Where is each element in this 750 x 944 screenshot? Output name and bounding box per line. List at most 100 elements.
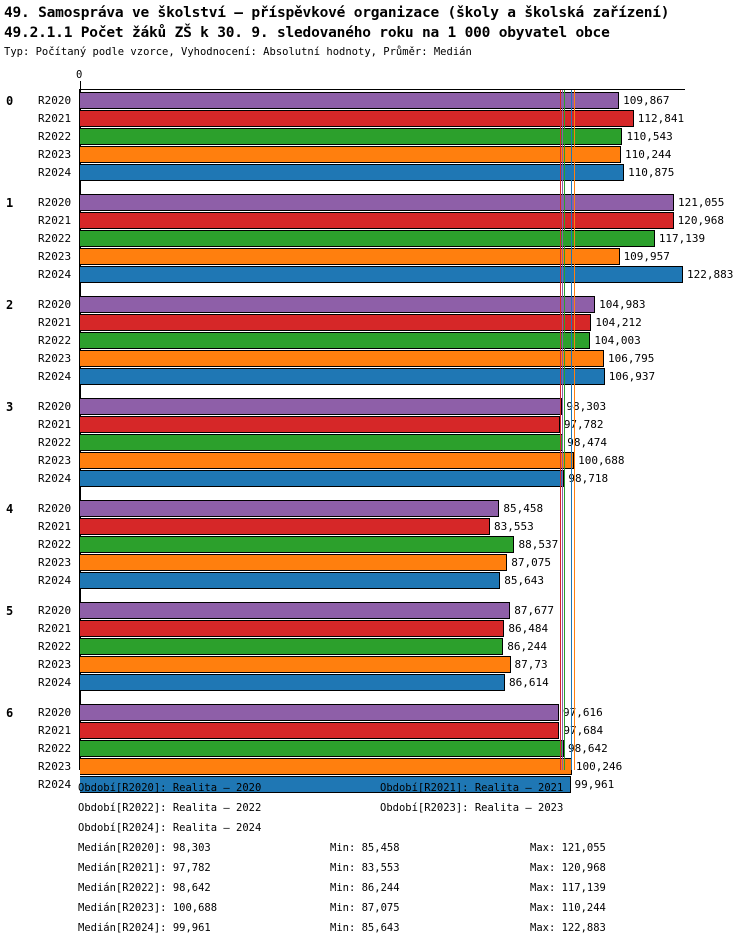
bar-r2024[interactable] bbox=[80, 266, 683, 283]
bar-value-label: 100,246 bbox=[575, 760, 623, 773]
legend-stat-row: Medián[R2020]: 98,303 Min: 85,458 Max: 121… bbox=[0, 838, 750, 858]
bar-row[interactable]: R2020 109,867 bbox=[0, 92, 750, 109]
bar-row-label: R2021 bbox=[38, 724, 72, 737]
bar-r2022[interactable] bbox=[80, 638, 504, 655]
legend-stat-min: Min: 86,244 bbox=[330, 882, 400, 894]
bar-row[interactable]: R2021 83,553 bbox=[0, 518, 750, 535]
bar-r2020[interactable] bbox=[80, 602, 511, 619]
bar-row[interactable]: R2023 106,795 bbox=[0, 350, 750, 367]
bar-row[interactable]: R2024 85,643 bbox=[0, 572, 750, 589]
bar-row[interactable]: R2021 104,212 bbox=[0, 314, 750, 331]
bar-r2020[interactable] bbox=[80, 704, 559, 721]
bar-row[interactable]: R2021 86,484 bbox=[0, 620, 750, 637]
bar-value-label: 98,642 bbox=[568, 742, 608, 755]
bar-value-label: 110,244 bbox=[624, 148, 672, 161]
bar-r2021[interactable] bbox=[80, 722, 560, 739]
bar-row[interactable]: R2021 97,782 bbox=[0, 416, 750, 433]
bar-row[interactable]: R2023 100,688 bbox=[0, 452, 750, 469]
bar-r2022[interactable] bbox=[80, 332, 591, 349]
bar-row[interactable]: R2020 98,303 bbox=[0, 398, 750, 415]
bar-value-label: 83,553 bbox=[494, 520, 534, 533]
bar-row[interactable]: R2022 88,537 bbox=[0, 536, 750, 553]
legend-stat-median: Medián[R2022]: 98,642 bbox=[78, 882, 211, 894]
bar-group-label: 0 bbox=[6, 94, 14, 108]
bar-row[interactable]: R2020 121,055 bbox=[0, 194, 750, 211]
legend-stat-max: Max: 120,968 bbox=[530, 862, 606, 874]
bar-r2023[interactable] bbox=[80, 554, 508, 571]
bar-r2022[interactable] bbox=[80, 434, 564, 451]
bar-r2021[interactable] bbox=[80, 212, 674, 229]
bar-row[interactable]: R2023 109,957 bbox=[0, 248, 750, 265]
bar-row[interactable]: R2024 98,718 bbox=[0, 470, 750, 487]
bar-row[interactable]: R2022 104,003 bbox=[0, 332, 750, 349]
chart-legend-footer: Období[R2020]: Realita – 2020 Období[R202… bbox=[0, 778, 750, 938]
legend-statistics: Medián[R2020]: 98,303 Min: 85,458 Max: 121… bbox=[0, 838, 750, 938]
bar-r2023[interactable] bbox=[80, 758, 572, 775]
axis-tick-label-zero: 0 bbox=[76, 69, 83, 81]
bar-row[interactable]: R2023 100,246 bbox=[0, 758, 750, 775]
bar-r2020[interactable] bbox=[80, 500, 500, 517]
bar-row[interactable]: R2020 85,458 bbox=[0, 500, 750, 517]
bar-r2023[interactable] bbox=[80, 350, 605, 367]
bar-r2024[interactable] bbox=[80, 572, 501, 589]
bar-row[interactable]: R2024 99,961 bbox=[0, 776, 750, 793]
bar-r2020[interactable] bbox=[80, 398, 563, 415]
bar-r2022[interactable] bbox=[80, 128, 623, 145]
bar-row[interactable]: R2021 112,841 bbox=[0, 110, 750, 127]
legend-stat-max: Max: 117,139 bbox=[530, 882, 606, 894]
bar-r2023[interactable] bbox=[80, 146, 621, 163]
bar-row-label: R2024 bbox=[38, 268, 72, 281]
bar-row-label: R2023 bbox=[38, 760, 72, 773]
bar-value-label: 97,616 bbox=[563, 706, 603, 719]
bar-group: 5 R2020 87,677 R2021 86,484 R2022 86,244 R2023 8… bbox=[0, 602, 750, 692]
bar-r2021[interactable] bbox=[80, 416, 560, 433]
bar-r2024[interactable] bbox=[80, 470, 565, 487]
bar-row[interactable]: R2022 86,244 bbox=[0, 638, 750, 655]
bar-row[interactable]: R2024 86,614 bbox=[0, 674, 750, 691]
bar-r2021[interactable] bbox=[80, 518, 490, 535]
bar-row[interactable]: R2022 117,139 bbox=[0, 230, 750, 247]
bar-r2021[interactable] bbox=[80, 110, 634, 127]
median-line-r2021 bbox=[559, 90, 561, 770]
bar-value-label: 98,474 bbox=[567, 436, 607, 449]
bar-row-label: R2023 bbox=[38, 454, 72, 467]
bar-row-label: R2021 bbox=[38, 418, 72, 431]
bar-value-label: 122,883 bbox=[687, 268, 734, 281]
bar-r2024[interactable] bbox=[80, 674, 506, 691]
bar-r2020[interactable] bbox=[80, 296, 596, 313]
bar-r2021[interactable] bbox=[80, 314, 592, 331]
median-line-r2022 bbox=[564, 90, 566, 770]
bar-group: 4 R2020 85,458 R2021 83,553 R2022 88,537 R2023 8… bbox=[0, 500, 750, 590]
bar-row-label: R2022 bbox=[38, 232, 72, 245]
bar-row[interactable]: R2022 110,543 bbox=[0, 128, 750, 145]
bar-r2020[interactable] bbox=[80, 92, 620, 109]
bar-row[interactable]: R2024 106,937 bbox=[0, 368, 750, 385]
bar-r2022[interactable] bbox=[80, 230, 655, 247]
bar-row[interactable]: R2023 87,73 bbox=[0, 656, 750, 673]
bar-row[interactable]: R2023 110,244 bbox=[0, 146, 750, 163]
bar-row[interactable]: R2022 98,474 bbox=[0, 434, 750, 451]
bar-r2023[interactable] bbox=[80, 452, 575, 469]
bar-row[interactable]: R2024 110,875 bbox=[0, 164, 750, 181]
bar-r2020[interactable] bbox=[80, 194, 675, 211]
bar-r2024[interactable] bbox=[80, 368, 605, 385]
bar-row[interactable]: R2020 87,677 bbox=[0, 602, 750, 619]
bar-row[interactable]: R2023 87,075 bbox=[0, 554, 750, 571]
bar-row[interactable]: R2020 97,616 bbox=[0, 704, 750, 721]
bar-r2021[interactable] bbox=[80, 620, 505, 637]
bar-r2023[interactable] bbox=[80, 656, 511, 673]
bar-row[interactable]: R2022 98,642 bbox=[0, 740, 750, 757]
bar-r2023[interactable] bbox=[80, 248, 620, 265]
bar-row[interactable]: R2021 97,684 bbox=[0, 722, 750, 739]
bar-r2022[interactable] bbox=[80, 740, 565, 757]
bar-r2024[interactable] bbox=[80, 776, 571, 793]
bar-row[interactable]: R2021 120,968 bbox=[0, 212, 750, 229]
bar-r2022[interactable] bbox=[80, 536, 515, 553]
bar-group-label: 1 bbox=[6, 196, 14, 210]
bar-row[interactable]: R2024 122,883 bbox=[0, 266, 750, 283]
bar-row[interactable]: R2020 104,983 bbox=[0, 296, 750, 313]
bar-row-label: R2023 bbox=[38, 658, 72, 671]
bar-r2024[interactable] bbox=[80, 164, 625, 181]
bar-value-label: 106,795 bbox=[608, 352, 655, 365]
bar-value-label: 110,543 bbox=[626, 130, 673, 143]
